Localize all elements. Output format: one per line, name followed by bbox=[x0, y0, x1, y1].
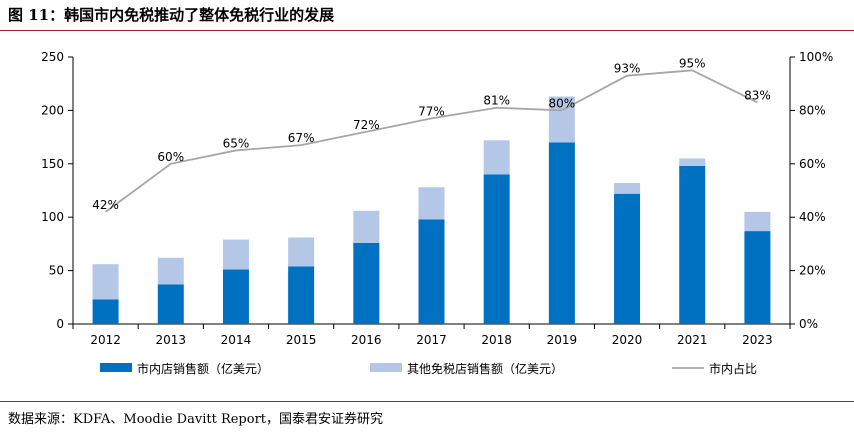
right-tick-label: 0% bbox=[799, 317, 818, 331]
bar-city-store bbox=[483, 174, 510, 324]
left-tick-label: 0 bbox=[56, 317, 64, 331]
bar-other-store bbox=[548, 96, 575, 143]
bar-other-store bbox=[288, 237, 315, 267]
bar-city-store bbox=[92, 299, 119, 324]
right-tick-label: 80% bbox=[799, 103, 826, 117]
bar-city-store bbox=[679, 165, 706, 324]
left-tick-label: 250 bbox=[41, 50, 64, 64]
source-note: 数据来源：KDFA、Moodie Davitt Report，国泰君安证券研究 bbox=[8, 412, 384, 427]
left-tick-label: 50 bbox=[49, 264, 64, 278]
left-tick-label: 200 bbox=[41, 103, 64, 117]
bar-other-store bbox=[483, 140, 510, 175]
x-tick-label: 2019 bbox=[547, 333, 578, 347]
line-data-label: 81% bbox=[483, 94, 510, 108]
figure-title: 图 11：韩国市内免税推动了整体免税行业的发展 bbox=[8, 6, 335, 24]
left-tick-label: 100 bbox=[41, 210, 64, 224]
left-tick-label: 150 bbox=[41, 157, 64, 171]
bar-city-store bbox=[744, 231, 771, 324]
line-data-label: 77% bbox=[418, 104, 445, 118]
line-data-label: 93% bbox=[614, 62, 641, 76]
bar-city-store bbox=[288, 266, 315, 324]
chart: 0 50 100 150 200 250 0% 20% 40% 60% 80% 100% 2012 201… bbox=[41, 50, 833, 376]
title-rule bbox=[0, 30, 854, 31]
bar-city-store bbox=[614, 193, 641, 324]
legend-swatch bbox=[370, 363, 402, 372]
legend-swatch bbox=[100, 363, 132, 372]
line-data-label: 67% bbox=[288, 131, 315, 145]
line-data-label: 42% bbox=[92, 198, 119, 212]
bar-city-store bbox=[157, 284, 184, 324]
x-tick-label: 2017 bbox=[416, 333, 447, 347]
x-tick-label: 2021 bbox=[677, 333, 708, 347]
right-tick-label: 20% bbox=[799, 264, 826, 278]
bar-other-store bbox=[679, 158, 706, 166]
bar-city-store bbox=[222, 269, 249, 324]
line-data-label: 80% bbox=[549, 96, 576, 110]
bar-other-store bbox=[418, 187, 445, 220]
bar-other-store bbox=[92, 264, 119, 300]
x-tick-label: 2016 bbox=[351, 333, 382, 347]
bar-city-store bbox=[418, 219, 445, 324]
source-rule bbox=[0, 401, 854, 402]
x-tick-label: 2012 bbox=[90, 333, 121, 347]
right-tick-label: 100% bbox=[799, 50, 833, 64]
legend-label: 市内占比 bbox=[709, 361, 757, 376]
bar-city-store bbox=[353, 242, 380, 324]
bar-other-store bbox=[744, 211, 771, 232]
bar-other-store bbox=[353, 210, 380, 243]
line-data-label: 95% bbox=[679, 56, 706, 70]
right-tick-label: 60% bbox=[799, 157, 826, 171]
line-data-label: 60% bbox=[157, 150, 184, 164]
bar-city-store bbox=[548, 142, 575, 324]
line-city-share bbox=[105, 69, 758, 213]
x-tick-label: 2020 bbox=[612, 333, 643, 347]
x-tick-label: 2013 bbox=[155, 333, 186, 347]
line-data-label: 65% bbox=[223, 136, 250, 150]
line-data-label: 83% bbox=[744, 88, 771, 102]
x-tick-label: 2015 bbox=[286, 333, 317, 347]
line-data-label: 72% bbox=[353, 118, 380, 132]
legend-label: 其他免税店销售额（亿美元） bbox=[407, 361, 563, 376]
bar-other-store bbox=[157, 257, 184, 285]
bar-other-store bbox=[614, 183, 641, 194]
right-tick-label: 40% bbox=[799, 210, 826, 224]
legend-label: 市内店销售额（亿美元） bbox=[137, 361, 269, 376]
x-tick-label: 2023 bbox=[742, 333, 773, 347]
bar-other-store bbox=[222, 239, 249, 270]
x-tick-label: 2018 bbox=[481, 333, 512, 347]
x-tick-label: 2014 bbox=[221, 333, 252, 347]
